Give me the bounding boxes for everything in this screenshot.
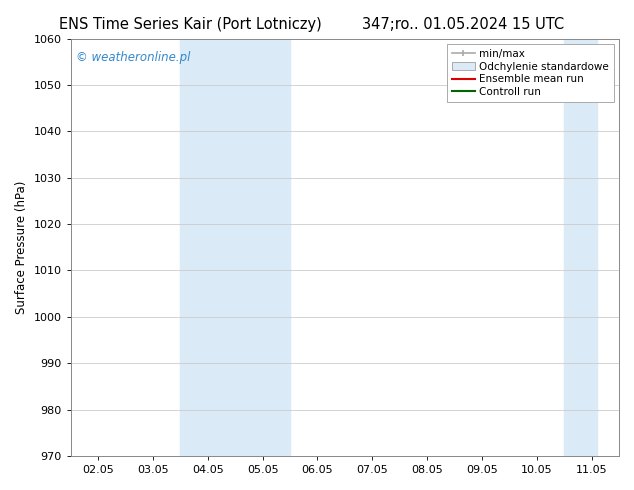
Text: © weatheronline.pl: © weatheronline.pl [76,51,191,64]
Bar [564,39,597,456]
Legend: min/max, Odchylenie standardowe, Ensemble mean run, Controll run: min/max, Odchylenie standardowe, Ensembl… [446,44,614,102]
Bar [180,39,290,456]
Y-axis label: Surface Pressure (hPa): Surface Pressure (hPa) [15,181,28,314]
Text: ENS Time Series Kair (Port Lotniczy): ENS Time Series Kair (Port Lotniczy) [59,17,321,32]
Text: 347;ro.. 01.05.2024 15 UTC: 347;ro.. 01.05.2024 15 UTC [362,17,564,32]
